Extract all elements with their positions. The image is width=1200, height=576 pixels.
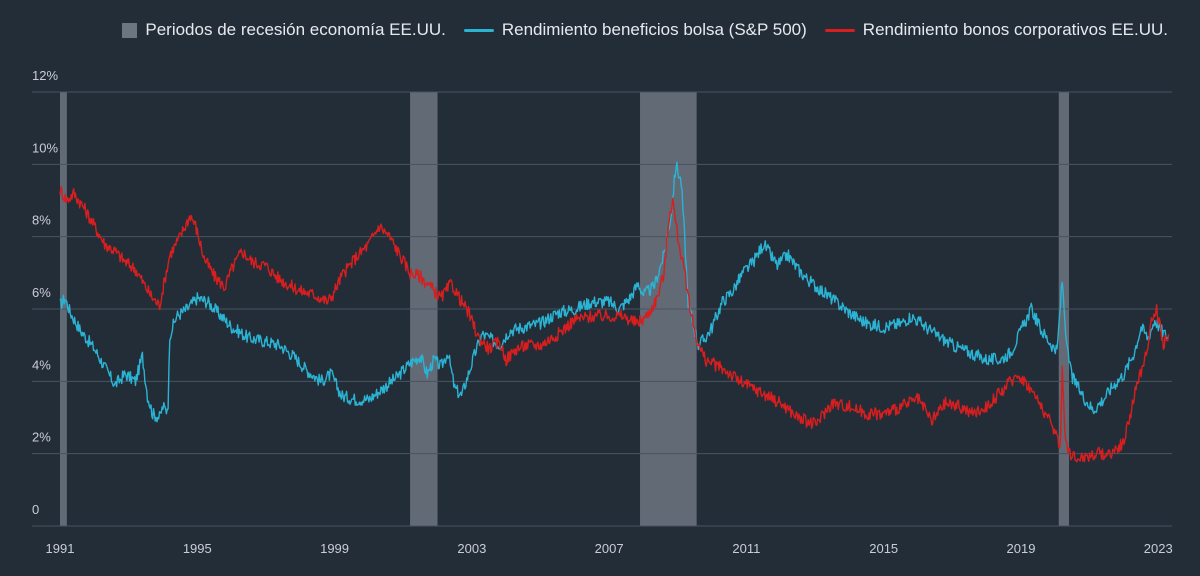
legend-label-recession: Periodos de recesión economía EE.UU. <box>145 20 446 39</box>
series-lines <box>59 161 1170 463</box>
legend-swatch-equity <box>463 28 494 32</box>
legend-label-equity: Rendimiento beneficios bolsa (S&P 500) <box>501 20 807 39</box>
gridlines <box>32 91 1172 527</box>
x-axis-ticks: 1991 1995 1999 2003 2007 2011 2015 2019 2023 <box>46 541 1173 556</box>
legend-item-bond: Rendimiento bonos corporativos EE.UU. <box>824 20 1168 40</box>
chart-legend: Periodos de recesión economía EE.UU. Ren… <box>122 20 1168 40</box>
x-tick-label: 2023 <box>1144 541 1173 556</box>
legend-swatch-recession <box>122 22 138 38</box>
series-line-bond <box>59 186 1170 463</box>
legend-item-equity: Rendimiento beneficios bolsa (S&P 500) <box>463 20 807 40</box>
x-tick-label: 2015 <box>869 541 898 556</box>
legend-item-recession: Periodos de recesión economía EE.UU. <box>122 20 446 40</box>
y-tick-label: 0 <box>32 502 39 517</box>
x-tick-label: 2011 <box>732 541 760 556</box>
legend-label-bond: Rendimiento bonos corporativos EE.UU. <box>862 20 1168 39</box>
y-axis-ticks: 0 2% 4% 6% 8% 10% 12% <box>32 68 58 517</box>
y-tick-label: 4% <box>32 357 51 372</box>
y-tick-label: 6% <box>32 285 51 300</box>
x-tick-label: 1995 <box>183 541 212 556</box>
x-tick-label: 2007 <box>595 541 624 556</box>
x-tick-label: 1991 <box>46 541 75 556</box>
y-tick-label: 2% <box>32 430 51 445</box>
x-tick-label: 1999 <box>320 541 349 556</box>
y-tick-label: 12% <box>32 68 58 83</box>
legend-swatch-bond <box>824 28 855 32</box>
series-line-equity <box>59 161 1169 423</box>
x-tick-label: 2003 <box>457 541 486 556</box>
x-tick-label: 2019 <box>1007 541 1036 556</box>
y-tick-label: 8% <box>32 213 51 228</box>
y-tick-label: 10% <box>32 140 58 155</box>
